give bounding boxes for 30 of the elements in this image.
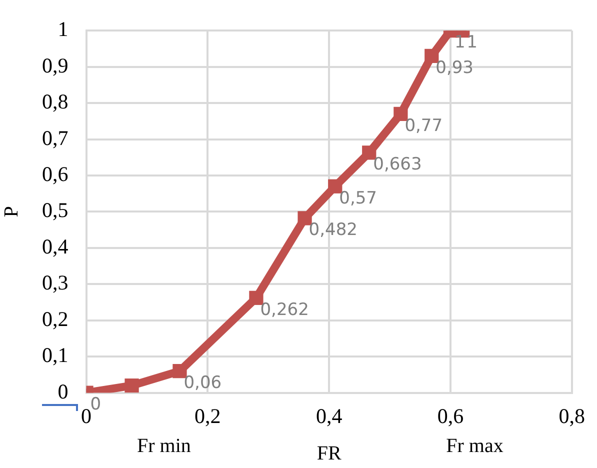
- x-tick-label: 0: [81, 404, 92, 428]
- text: Fr min: [136, 435, 191, 458]
- y-tick-label: 0,4: [42, 234, 69, 258]
- x-tick-label: 0,2: [194, 404, 221, 428]
- y-tick-label: 0,7: [42, 126, 68, 150]
- data-label: 0,06: [184, 372, 222, 393]
- data-label: 1: [466, 32, 478, 53]
- x-tick-label: 0,8: [558, 404, 585, 428]
- x-axis-title: FR: [316, 442, 342, 464]
- point: [124, 378, 139, 393]
- text: Fr max: [446, 435, 504, 458]
- data-label: 0,663: [373, 154, 422, 175]
- y-tick-label: 0,3: [42, 270, 68, 295]
- data-label: 0,482: [308, 220, 358, 240]
- data-label: 0,57: [339, 188, 377, 208]
- y-tick-label: 1: [58, 17, 68, 42]
- y-tick-label: 0,8: [42, 90, 68, 114]
- x-tick-label: 0,4: [316, 404, 343, 428]
- data-label: 0,262: [260, 300, 309, 320]
- y-tick-label: 0,5: [42, 198, 68, 222]
- y-tick-label: 0,1: [42, 343, 68, 368]
- y-tick-label: 0,6: [42, 162, 68, 186]
- y-tick-label: 0,9: [42, 53, 68, 78]
- y-axis-title: P: [0, 206, 22, 218]
- data-label: 1: [454, 32, 466, 53]
- data-label: 0,77: [404, 116, 443, 136]
- y-tick-label: 0,2: [42, 306, 68, 331]
- x-tick-label: 0,6: [437, 404, 464, 428]
- y-tick-label: 0: [58, 379, 68, 404]
- data-label: 0,93: [436, 58, 474, 78]
